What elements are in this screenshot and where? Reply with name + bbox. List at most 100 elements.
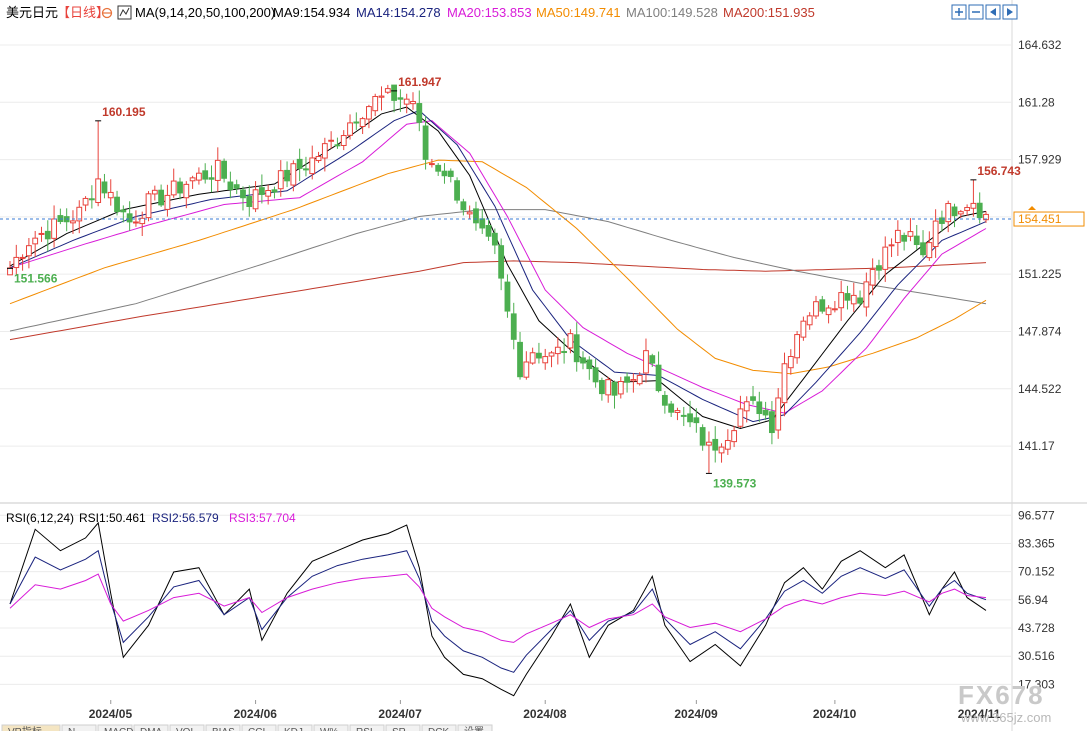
candle-body [819,299,826,312]
moving-average-lines [9,106,987,430]
candle-body [378,95,385,98]
price-tick-label: 147.874 [1018,324,1062,338]
candle-body [38,232,45,235]
candle-body [876,265,882,271]
candle-body [687,413,693,423]
candle-body [340,135,347,146]
candle-body [114,196,120,213]
candle-body [536,352,542,359]
indicator-tab-label[interactable]: DCK [428,727,449,736]
indicator-tab-label[interactable]: N [68,727,75,736]
candle-body [580,357,586,364]
candle-body [296,158,303,169]
indicator-tab-label[interactable]: CCI [248,727,265,736]
candle-body [70,220,76,224]
candle-body [617,381,624,395]
indicator-tab-label[interactable]: SR [392,727,406,736]
candle-body [221,160,227,179]
candle-body [290,163,297,186]
symbol-label: 美元日元 [6,5,58,20]
candle-body [139,217,146,225]
zoom-in-icon[interactable] [951,4,967,20]
ma9-value: MA9:154.934 [273,5,350,20]
candle-body [19,256,26,259]
candle-body [630,379,637,382]
candle-body [567,333,574,349]
ma20-value: MA20:153.853 [447,5,532,20]
candle-body [611,381,618,396]
candle-body [548,352,555,357]
indicator-tab-label[interactable]: VOL [176,727,196,736]
candle-body [920,242,926,256]
candle-body [668,403,675,413]
indicator-tab-label[interactable]: 设置 [464,726,484,736]
candle-body [170,180,177,196]
candle-body [523,361,530,378]
candle-body [214,159,221,181]
indicator-tab-label[interactable]: BIAS [212,727,235,736]
indicator-chart-icon[interactable] [117,5,132,20]
candle-body [202,170,209,180]
rsi2-value: RSI2:56.579 [152,511,219,525]
candle-body [561,351,568,354]
zoom-out-icon[interactable] [968,4,984,20]
candle-body [447,170,454,177]
rsi-tick-label: 70.152 [1018,565,1055,579]
candle-body [838,292,845,309]
period-label[interactable]: 【日线】 [57,5,109,20]
candle-body [51,218,57,239]
candle-body [869,269,876,286]
ma14-value: MA14:154.278 [356,5,441,20]
step-back-icon[interactable] [985,4,1001,20]
candle-body [976,202,983,219]
candle-body [107,191,114,199]
candle-body [731,430,738,443]
candle-body [605,379,612,396]
price-tick-label: 144.522 [1018,382,1062,396]
indicator-tab-label[interactable]: RSI [356,727,373,736]
candle-body [410,100,416,105]
candle-body [151,189,158,195]
ma9-line [9,106,987,430]
candle-body [183,183,190,199]
candle-body [945,203,952,223]
watermark-url: www.365jz.com [960,710,1051,725]
candle-body [542,356,549,364]
candle-body [353,121,360,124]
indicator-tab-label[interactable]: W% [320,727,338,736]
candle-body [957,211,964,215]
candle-body [592,367,599,383]
candle-body [277,170,284,190]
candle-body [258,187,265,195]
candle-body [7,267,13,276]
candle-body [743,401,750,412]
date-tick-label: 2024/07 [378,707,422,721]
candle-body [303,168,309,171]
candle-body [334,144,341,147]
price-tick-label: 141.17 [1018,439,1055,453]
rsi-header: RSI(6,12,24) RSI1:50.461 RSI2:56.579 RSI… [6,511,296,525]
step-forward-icon[interactable] [1002,4,1018,20]
indicator-tab-label[interactable]: KDJ [284,727,303,736]
candle-body [888,244,895,247]
candle-body [498,245,505,279]
candle-body [693,417,700,424]
rsi-tick-label: 83.365 [1018,536,1055,550]
candle-body [120,209,127,213]
candle-body [321,143,328,159]
candle-body [769,411,775,434]
indicator-tab-label[interactable]: MACD [104,727,133,736]
candle-body [271,189,278,193]
candle-body [554,346,561,355]
candle-body [422,125,429,160]
ma200-value: MA200:151.935 [723,5,815,20]
indicator-tab-label[interactable]: DMA [140,727,163,736]
candle-body [32,237,39,245]
rsi1-line [9,521,987,697]
candle-body [504,281,511,312]
candle-body [573,334,580,363]
candle-body [384,88,391,93]
candle-body [284,169,290,182]
settings-icon[interactable] [101,7,113,19]
